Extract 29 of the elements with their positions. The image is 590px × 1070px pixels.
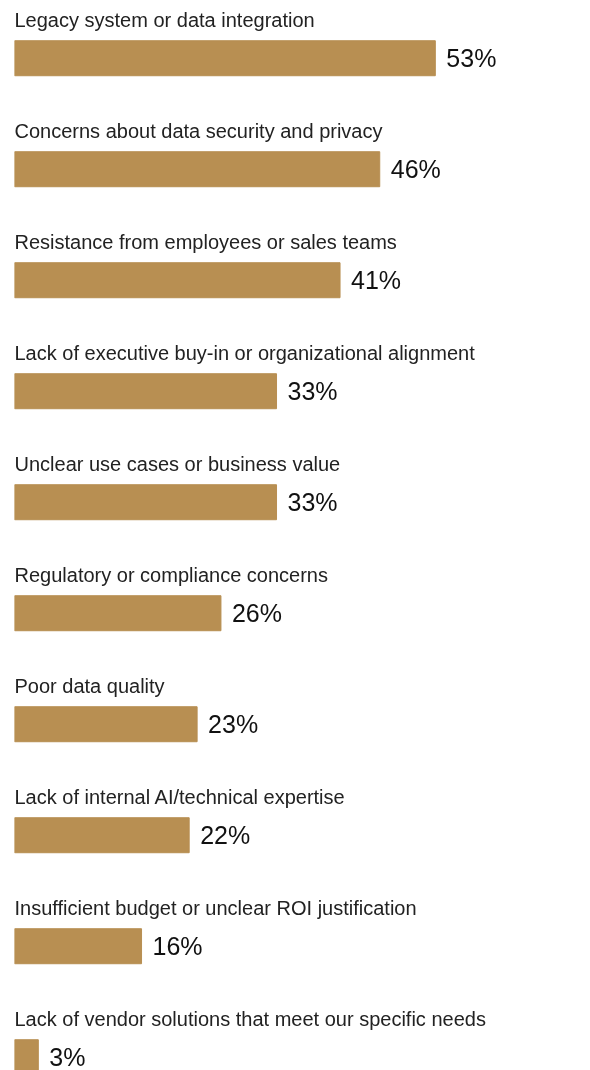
bar: [14, 817, 190, 854]
y-tick-label: Lack of executive buy-in or organizational alignment: [14, 342, 476, 365]
bar: [14, 262, 341, 299]
data-label: 3%: [49, 1043, 86, 1070]
data-label: 33%: [287, 377, 338, 406]
bar: [14, 373, 278, 410]
bar: [14, 928, 143, 965]
data-label: 41%: [351, 266, 402, 295]
bar: [14, 40, 436, 77]
y-tick-label: Poor data quality: [14, 675, 165, 698]
data-label: 33%: [287, 488, 338, 517]
data-label: 53%: [446, 44, 497, 73]
data-label: 46%: [390, 155, 441, 184]
y-tick-label: Resistance from employees or sales teams: [14, 231, 397, 254]
y-tick-label: Concerns about data security and privacy: [14, 120, 383, 143]
bar: [14, 484, 278, 521]
bar: [14, 151, 381, 188]
data-label: 26%: [231, 599, 282, 628]
y-tick-label: Lack of internal AI/technical expertise: [14, 786, 345, 809]
data-label: 23%: [208, 710, 259, 739]
bar: [14, 706, 198, 743]
bar: [14, 595, 222, 632]
y-tick-label: Unclear use cases or business value: [14, 453, 341, 476]
y-tick-label: Insufficient budget or unclear ROI justification: [14, 897, 417, 920]
y-tick-label: Regulatory or compliance concerns: [14, 564, 328, 587]
data-label: 22%: [200, 821, 251, 850]
y-tick-label: Legacy system or data integration: [14, 9, 315, 32]
data-label: 16%: [152, 932, 203, 961]
y-tick-label: Lack of vendor solutions that meet our specific needs: [14, 1008, 486, 1031]
